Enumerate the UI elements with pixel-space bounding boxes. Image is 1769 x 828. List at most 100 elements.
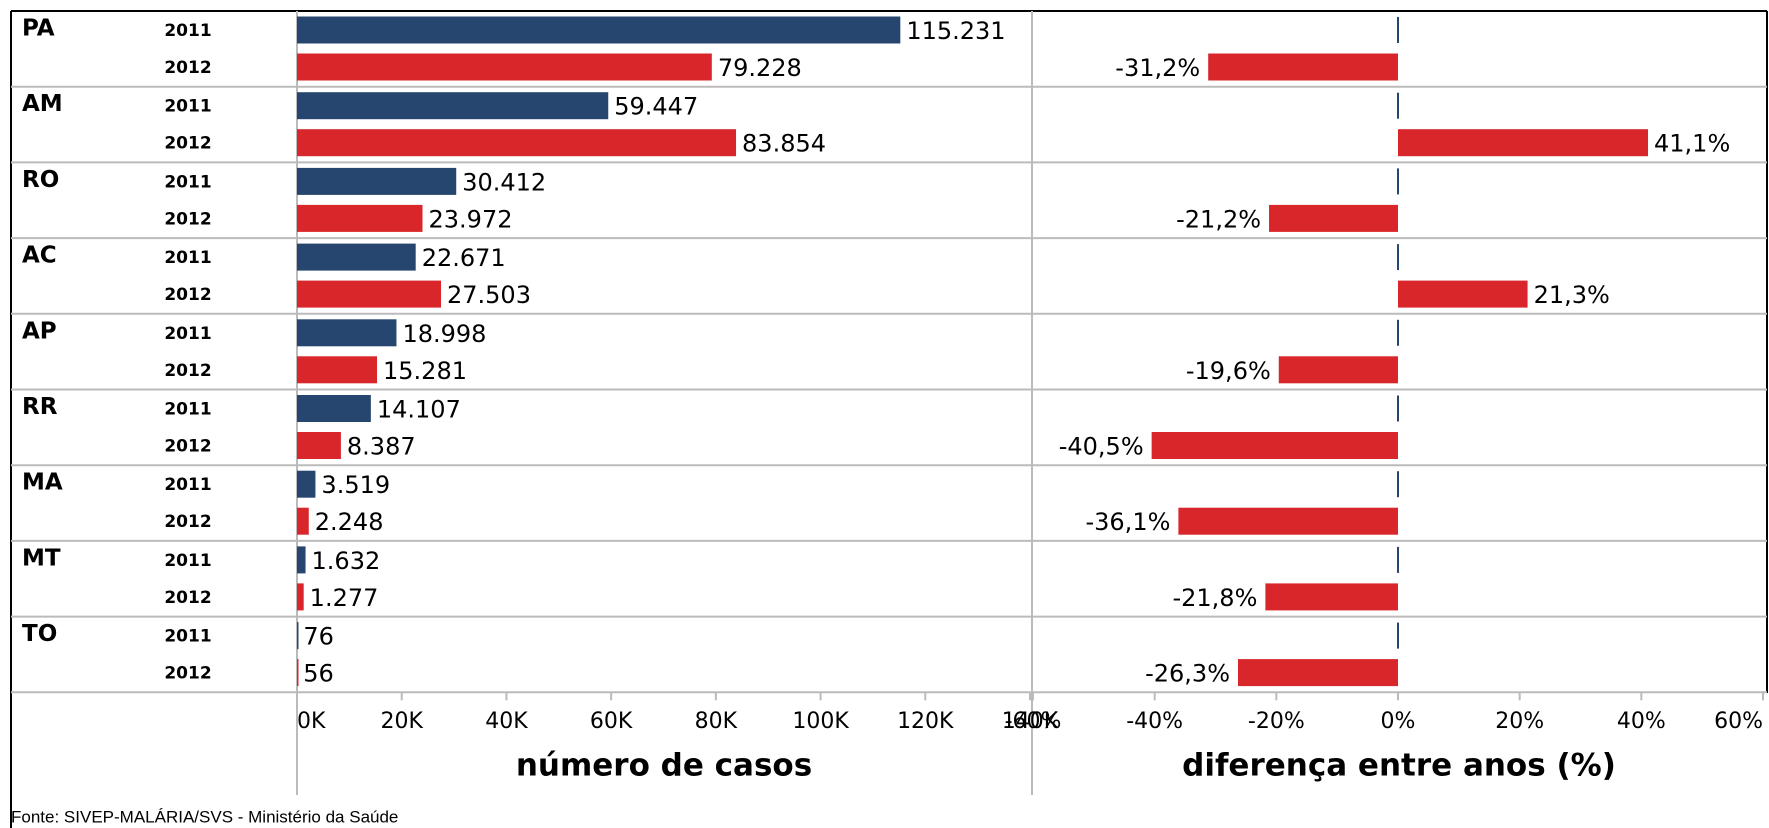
x-tick-label: 60K bbox=[590, 709, 633, 734]
x-tick-label: -60% bbox=[1005, 709, 1062, 734]
year-label: 2012 bbox=[164, 588, 211, 608]
value-label: 15.281 bbox=[383, 357, 467, 385]
value-label: 83.854 bbox=[742, 130, 826, 158]
x-axis-title: diferença entre anos (%) bbox=[1182, 748, 1616, 784]
value-label: -36,1% bbox=[1085, 508, 1170, 536]
x-tick-label: -40% bbox=[1126, 709, 1183, 734]
value-label: 22.671 bbox=[422, 244, 506, 272]
state-label: AM bbox=[22, 91, 63, 117]
bar bbox=[297, 16, 901, 44]
year-label: 2011 bbox=[164, 475, 211, 495]
bar bbox=[297, 319, 397, 347]
year-label: 2011 bbox=[164, 248, 211, 268]
bar bbox=[297, 129, 737, 157]
year-label: 2011 bbox=[164, 172, 211, 192]
value-label: 2.248 bbox=[315, 508, 384, 536]
bar bbox=[1278, 356, 1398, 384]
state-label: AP bbox=[22, 318, 57, 344]
x-tick-label: -20% bbox=[1248, 709, 1305, 734]
state-label: PA bbox=[22, 16, 55, 42]
state-label: RR bbox=[22, 394, 58, 420]
year-label: 2012 bbox=[164, 361, 211, 381]
value-label: 1.632 bbox=[312, 547, 381, 575]
state-label: MT bbox=[22, 545, 61, 571]
bar bbox=[1208, 53, 1398, 81]
bar bbox=[297, 659, 299, 687]
value-label: 3.519 bbox=[321, 471, 390, 499]
x-tick-label: 140K bbox=[1002, 709, 1059, 734]
value-label: 18.998 bbox=[402, 320, 486, 348]
value-label: 115.231 bbox=[906, 17, 1005, 45]
value-label: 59.447 bbox=[614, 93, 698, 121]
value-label: 41,1% bbox=[1654, 130, 1730, 158]
value-label: 79.228 bbox=[718, 54, 802, 82]
bar bbox=[1238, 659, 1398, 687]
value-label: 1.277 bbox=[310, 584, 379, 612]
value-label: -31,2% bbox=[1115, 54, 1200, 82]
state-label: TO bbox=[22, 621, 57, 647]
year-label: 2011 bbox=[164, 400, 211, 420]
x-tick-label: 100K bbox=[792, 709, 849, 734]
x-tick-label: 0% bbox=[1381, 709, 1416, 734]
bar bbox=[297, 167, 457, 195]
bar bbox=[297, 395, 371, 422]
value-label: 30.412 bbox=[462, 168, 546, 196]
year-label: 2012 bbox=[164, 209, 211, 229]
year-label: 2011 bbox=[164, 551, 211, 571]
x-tick-label: 120K bbox=[897, 709, 954, 734]
bar bbox=[297, 546, 306, 574]
x-tick-label: 40% bbox=[1617, 709, 1666, 734]
value-label: 14.107 bbox=[377, 396, 461, 424]
year-label: 2011 bbox=[164, 97, 211, 117]
bar bbox=[1265, 583, 1398, 611]
bar bbox=[297, 356, 378, 384]
year-label: 2011 bbox=[164, 21, 211, 41]
value-label: -19,6% bbox=[1186, 357, 1271, 385]
x-tick-label: 20% bbox=[1495, 709, 1544, 734]
state-label: MA bbox=[22, 470, 63, 496]
value-label: 56 bbox=[303, 660, 334, 688]
bar bbox=[297, 280, 441, 308]
year-label: 2012 bbox=[164, 664, 211, 684]
bar bbox=[1178, 507, 1398, 535]
x-axis-title: número de casos bbox=[516, 748, 812, 784]
year-label: 2011 bbox=[164, 324, 211, 344]
x-tick-label: 80K bbox=[695, 709, 738, 734]
value-label: 76 bbox=[303, 623, 334, 651]
value-label: -40,5% bbox=[1059, 433, 1144, 461]
source-note: Fonte: SIVEP-MALÁRIA/SVS - Ministério da… bbox=[11, 807, 398, 826]
state-label: AC bbox=[22, 243, 57, 269]
bar bbox=[297, 243, 416, 271]
value-label: 23.972 bbox=[429, 205, 513, 233]
bar bbox=[1269, 204, 1398, 232]
bar bbox=[297, 622, 299, 650]
value-label: -21,2% bbox=[1176, 205, 1261, 233]
bar bbox=[297, 432, 341, 459]
bar bbox=[297, 53, 712, 81]
year-label: 2012 bbox=[164, 437, 211, 457]
bar bbox=[297, 92, 609, 120]
bar bbox=[297, 507, 309, 535]
value-label: 8.387 bbox=[347, 433, 416, 461]
bar bbox=[1151, 432, 1398, 459]
value-label: -21,8% bbox=[1172, 584, 1257, 612]
value-label: -26,3% bbox=[1145, 660, 1230, 688]
value-label: 21,3% bbox=[1534, 281, 1610, 309]
year-label: 2011 bbox=[164, 627, 211, 647]
year-label: 2012 bbox=[164, 58, 211, 78]
year-label: 2012 bbox=[164, 285, 211, 305]
bar bbox=[1398, 129, 1649, 157]
bar bbox=[1398, 280, 1528, 308]
state-label: RO bbox=[22, 167, 59, 193]
x-tick-label: 40K bbox=[485, 709, 528, 734]
x-tick-label: 60% bbox=[1714, 709, 1763, 734]
year-label: 2012 bbox=[164, 512, 211, 532]
year-label: 2012 bbox=[164, 134, 211, 154]
bar bbox=[297, 204, 423, 232]
bar bbox=[297, 470, 316, 498]
value-label: 27.503 bbox=[447, 281, 531, 309]
x-tick-label: 0K bbox=[297, 709, 326, 734]
x-tick-label: 20K bbox=[381, 709, 424, 734]
